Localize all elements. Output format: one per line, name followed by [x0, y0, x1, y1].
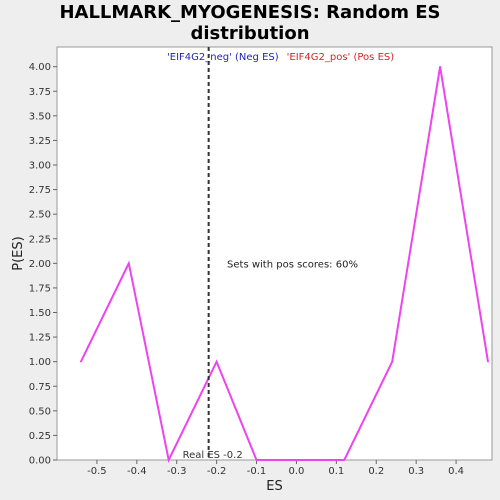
x-tick-label: 0.3 — [408, 466, 424, 477]
x-tick-label: -0.1 — [247, 466, 267, 477]
pos-es-label: 'EIF4G2_pos' (Pos ES) — [287, 52, 395, 63]
x-tick-label: 0.2 — [368, 466, 384, 477]
y-axis-ticks: 0.00 0.25 0.50 0.75 1.00 1.25 1.50 1.75 2.00 2.25… — [29, 62, 57, 467]
data-point — [487, 360, 489, 363]
y-tick-label: 1.00 — [29, 357, 51, 368]
real-es-label: Real ES -0.2 — [183, 450, 243, 461]
x-tick-label: 0.1 — [328, 466, 344, 477]
y-tick-label: 4.00 — [29, 62, 51, 73]
data-point — [128, 262, 130, 265]
y-tick-label: 0.25 — [29, 431, 51, 442]
data-point — [215, 360, 218, 363]
y-tick-label: 2.50 — [29, 210, 51, 221]
data-point — [295, 459, 298, 461]
y-tick-label: 3.75 — [29, 87, 51, 98]
x-tick-label: -0.2 — [207, 466, 227, 477]
y-tick-label: 2.75 — [29, 185, 51, 196]
y-tick-label: 3.50 — [29, 111, 51, 122]
y-tick-label: 0.75 — [29, 382, 51, 393]
neg-es-label: 'EIF4G2_neg' (Neg ES) — [167, 52, 279, 63]
chart-title-line1: HALLMARK_MYOGENESIS: Random ES — [59, 2, 441, 23]
y-tick-label: 0.00 — [29, 456, 51, 467]
y-tick-label: 3.25 — [29, 136, 51, 147]
x-axis-label: ES — [266, 479, 282, 494]
y-tick-label: 1.75 — [29, 283, 51, 294]
data-point — [439, 65, 441, 68]
data-point — [167, 459, 170, 461]
chart-title-line2: distribution — [190, 23, 310, 44]
data-point — [80, 360, 82, 363]
y-tick-label: 2.25 — [29, 234, 51, 245]
x-tick-label: 0.4 — [448, 466, 464, 477]
plot-area — [56, 46, 493, 461]
y-tick-label: 2.00 — [29, 259, 51, 270]
x-axis-ticks: -0.5 -0.4 -0.3 -0.2 -0.1 0.0 0.1 0.2 0.3 0.4 — [87, 460, 464, 477]
data-point — [343, 459, 346, 461]
pos-scores-annotation: Sets with pos scores: 60% — [227, 259, 358, 270]
y-tick-label: 1.25 — [29, 333, 51, 344]
data-point — [391, 360, 394, 363]
chart-title: HALLMARK_MYOGENESIS: Random ES distribut… — [0, 2, 500, 44]
data-point — [255, 459, 258, 461]
y-tick-label: 3.00 — [29, 161, 51, 172]
distribution-line — [80, 66, 489, 464]
x-tick-label: 0.0 — [288, 466, 304, 477]
x-tick-label: -0.5 — [87, 466, 107, 477]
y-axis-label: P(ES) — [11, 236, 26, 270]
series-layer — [80, 65, 489, 464]
x-tick-label: -0.4 — [127, 466, 147, 477]
y-tick-label: 0.50 — [29, 406, 51, 417]
x-tick-label: -0.3 — [167, 466, 187, 477]
y-tick-label: 1.50 — [29, 308, 51, 319]
